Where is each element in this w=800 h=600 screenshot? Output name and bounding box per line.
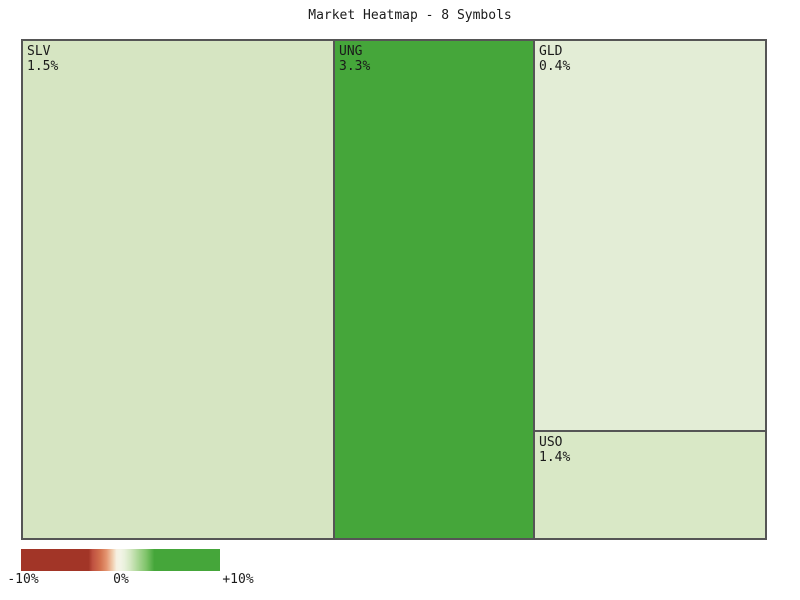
tile-symbol-label: GLD	[539, 44, 563, 59]
colorbar-min-label: -10%	[7, 572, 39, 587]
colorbar-gradient	[21, 549, 220, 571]
colorbar-max-label: +10%	[222, 572, 254, 587]
treemap-tile-gld: GLD 0.4%	[534, 40, 766, 431]
tile-symbol-label: SLV	[27, 44, 51, 59]
chart-title: Market Heatmap - 8 Symbols	[308, 8, 512, 23]
tile-symbol-label: USO	[539, 435, 563, 450]
tile-change-label: 1.4%	[539, 450, 571, 465]
treemap-tile-slv: SLV 1.5%	[22, 40, 334, 539]
colorbar-zero-label: 0%	[113, 572, 129, 587]
tile-change-label: 1.5%	[27, 59, 59, 74]
treemap-tile-uso: USO 1.4%	[534, 431, 766, 539]
treemap-container: SLV 1.5% UNG 3.3% GLD 0.4% USO 1.4%	[21, 39, 767, 540]
tile-change-label: 3.3%	[339, 59, 371, 74]
tile-symbol-label: UNG	[339, 44, 363, 59]
tile-change-label: 0.4%	[539, 59, 571, 74]
treemap-tile-ung: UNG 3.3%	[334, 40, 534, 539]
